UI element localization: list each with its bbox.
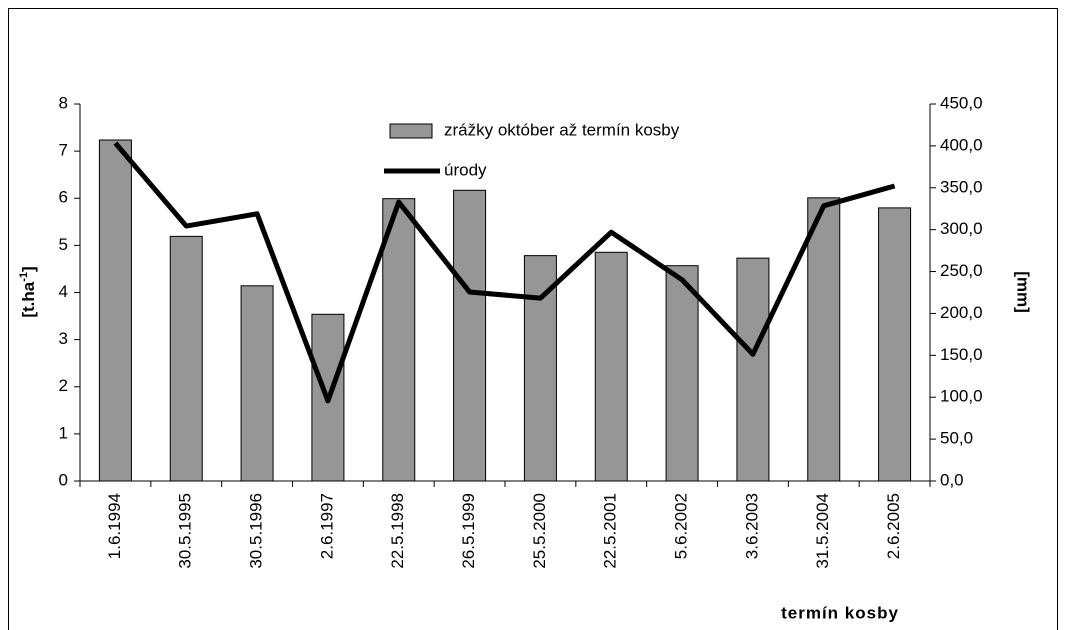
x-tick-label: 3.6.2003 <box>742 493 761 559</box>
bar <box>382 198 416 482</box>
y-tick-label: 0 <box>59 470 68 489</box>
y2-tick-label: 250,0 <box>940 261 983 280</box>
legend-label: zrážky október až termín kosby <box>444 120 680 139</box>
y-tick-label: 1 <box>59 423 68 442</box>
chart-border <box>8 8 1058 630</box>
x-tick-label: 31.5.2004 <box>813 493 832 569</box>
x-tick-label: 30.5.1996 <box>247 493 266 569</box>
bar <box>169 235 203 482</box>
y2-axis-label: [mm] <box>1014 271 1033 313</box>
y-axis-label: [t.ha-1] <box>18 266 39 317</box>
x-tick-label: 2.6.2005 <box>884 493 903 559</box>
y-axis-label-sup: -1 <box>18 272 30 282</box>
y2-tick-label: 50,0 <box>940 429 973 448</box>
x-tick-label: 25.5.2000 <box>530 493 549 569</box>
legend-swatch <box>389 123 433 139</box>
x-tick-label: 2.6.1997 <box>317 493 336 559</box>
y-tick-label: 8 <box>59 93 68 112</box>
x-tick-label: 30.5.1995 <box>176 493 195 569</box>
y-axis-label-main: [t.ha <box>19 281 38 317</box>
y-tick-label: 3 <box>59 329 68 348</box>
y2-tick-label: 300,0 <box>940 219 983 238</box>
y-tick-label: 5 <box>59 235 68 254</box>
legend-label: úrody <box>444 160 487 179</box>
bar <box>523 255 557 482</box>
y-tick-label: 6 <box>59 188 68 207</box>
bar <box>453 189 487 482</box>
x-tick-label: 1.6.1994 <box>105 493 124 559</box>
y2-tick-label: 150,0 <box>940 345 983 364</box>
y-tick-label: 7 <box>59 141 68 160</box>
x-tick-label: 22.5.2001 <box>601 493 620 569</box>
y-tick-label: 2 <box>59 376 68 395</box>
bar <box>240 285 274 482</box>
x-axis-label: termín kosby <box>781 603 899 622</box>
y-tick-label: 4 <box>59 282 68 301</box>
y-axis-label-end: ] <box>19 266 38 272</box>
bar <box>807 197 841 482</box>
line <box>113 141 896 404</box>
x-tick-label: 5.6.2002 <box>672 493 691 559</box>
y2-tick-label: 400,0 <box>940 135 983 154</box>
y2-tick-label: 450,0 <box>940 93 983 112</box>
x-tick-label: 22.5.1998 <box>388 493 407 569</box>
x-tick-label: 26.5.1999 <box>459 493 478 569</box>
bar <box>594 251 628 482</box>
bar <box>665 265 699 482</box>
y2-tick-label: 350,0 <box>940 177 983 196</box>
y2-tick-label: 0,0 <box>940 470 964 489</box>
bar <box>878 207 912 482</box>
bar <box>98 139 132 482</box>
y2-tick-label: 200,0 <box>940 303 983 322</box>
y2-tick-label: 100,0 <box>940 387 983 406</box>
bar <box>736 257 770 482</box>
